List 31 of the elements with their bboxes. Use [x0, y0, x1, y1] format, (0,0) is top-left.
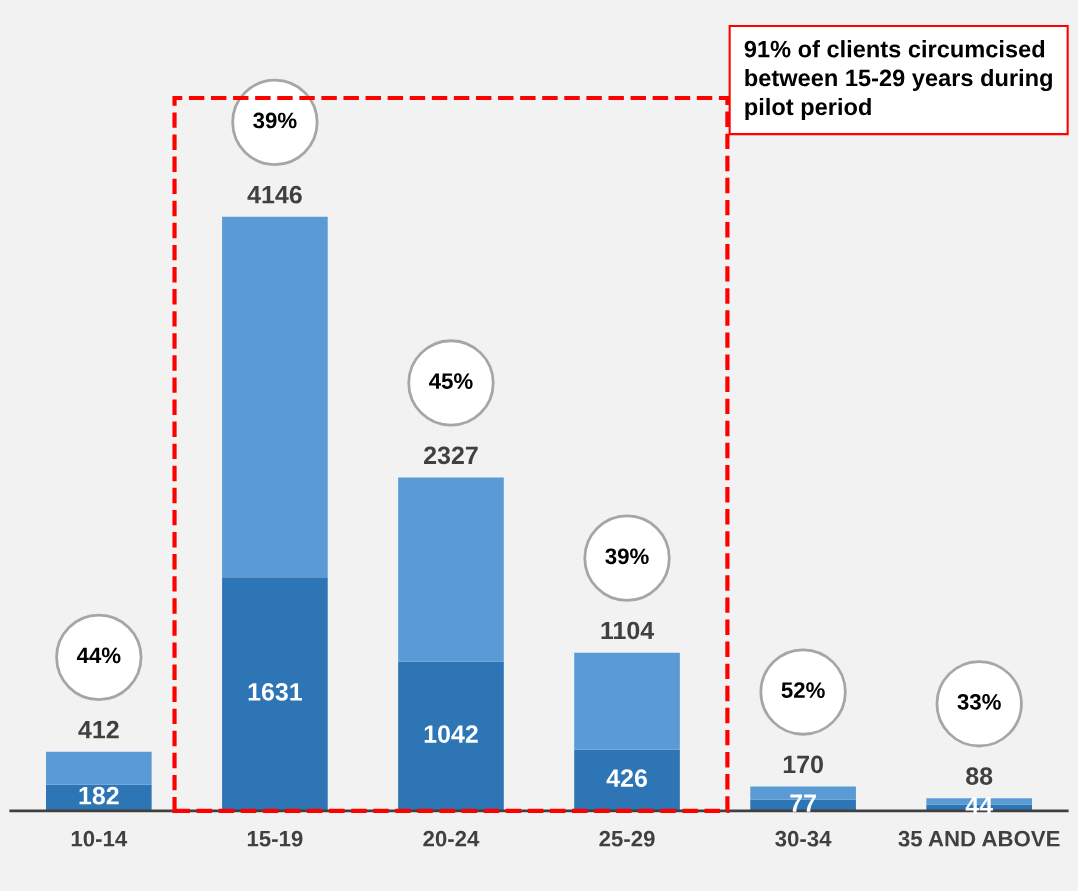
x-tick-label: 10-14 — [71, 830, 128, 847]
annotation: 44% — [76, 647, 121, 664]
x-tick-label: 15-19 — [247, 830, 303, 847]
text: 39% — [253, 112, 297, 129]
annotation: 52% — [781, 682, 825, 698]
annotation: 39% — [605, 548, 649, 565]
text: 91% of clients circumcised between 15-29 years during pilot period — [744, 40, 1052, 120]
x-tick-label: 25-29 — [599, 830, 655, 847]
total-label: 170 — [783, 755, 823, 774]
x-tick-label: 20-24 — [423, 830, 480, 847]
bar — [574, 749, 680, 811]
bar — [398, 477, 504, 662]
data-label: 182 — [79, 786, 119, 805]
total-label: 4146 — [247, 185, 302, 204]
data-label: 1042 — [424, 725, 478, 743]
total-label: 88 — [966, 767, 993, 785]
bar — [574, 652, 680, 750]
annotation: 33% — [957, 693, 1001, 710]
data-label: 77 — [790, 794, 816, 812]
total-label: 412 — [78, 720, 119, 739]
data-label: 426 — [606, 769, 647, 787]
bar — [222, 216, 328, 578]
x-tick-label: 35 AND ABOVE — [898, 830, 1060, 847]
bar — [222, 577, 328, 811]
bar — [398, 661, 504, 811]
annotation: 45% — [429, 373, 473, 389]
total-label: 1104 — [601, 621, 655, 640]
bar — [45, 751, 152, 785]
data-label: 1631 — [248, 682, 302, 701]
total-label: 2327 — [424, 446, 478, 465]
x-tick-label: 30-34 — [775, 830, 832, 847]
